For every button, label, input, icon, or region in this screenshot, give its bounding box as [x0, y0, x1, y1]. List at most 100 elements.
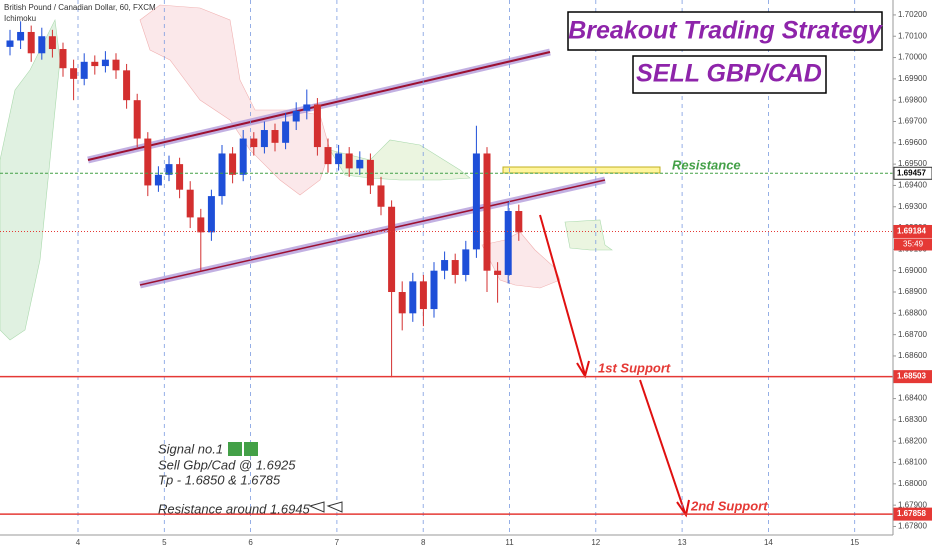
note: Signal no.1 — [158, 441, 223, 456]
candle-body — [409, 281, 417, 314]
x-tick-label: 12 — [591, 538, 600, 547]
candle-body — [101, 59, 109, 67]
price-label-box — [893, 224, 932, 238]
price-label-box — [893, 166, 932, 180]
symbol-title: British Pound / Canadian Dollar, 60, FXC… — [4, 3, 156, 12]
x-tick-label: 15 — [850, 538, 859, 547]
icons — [228, 442, 343, 513]
candle-body — [303, 104, 311, 111]
candle-body — [133, 100, 141, 139]
candle-body — [165, 164, 173, 175]
y-tick-label: 1.68300 — [898, 415, 927, 424]
candle-body — [218, 153, 226, 197]
candle-body — [229, 153, 237, 175]
candle-body — [123, 70, 131, 101]
candle-body — [80, 61, 88, 79]
candle-body — [494, 270, 502, 275]
level-name: 2nd Support — [690, 498, 768, 513]
candle-body — [335, 153, 343, 165]
title-box — [567, 11, 883, 51]
y-tick-label: 1.70000 — [898, 53, 927, 62]
y-tick-label: 1.68200 — [898, 436, 927, 445]
candle-body — [239, 138, 247, 175]
candle-body — [6, 40, 14, 47]
candle-body — [17, 31, 25, 41]
note: Tp - 1.6850 & 1.6785 — [158, 472, 281, 487]
subtitle: SELL GBP/CAD — [636, 60, 822, 88]
countdown: 35:49 — [903, 240, 924, 249]
x-tick-label: 7 — [335, 538, 340, 547]
price-label-box — [893, 370, 932, 384]
x-tick-label: 8 — [421, 538, 426, 547]
candle-body — [38, 36, 46, 54]
candle-body — [59, 49, 67, 69]
candle-body — [154, 174, 162, 186]
candle-body — [504, 211, 512, 275]
y-tick-label: 1.69400 — [898, 181, 927, 190]
y-tick-label: 1.68100 — [898, 458, 927, 467]
price-label: 1.67858 — [897, 509, 926, 518]
price-label: 1.69184 — [897, 227, 926, 236]
price-axis — [893, 0, 932, 550]
title: Breakout Trading Strategy — [568, 17, 883, 45]
candle-body — [515, 211, 523, 233]
y-tick-label: 1.70100 — [898, 31, 927, 40]
candle-body — [419, 281, 427, 310]
candle-body — [112, 59, 120, 71]
indicator-name: Ichimoku — [4, 14, 36, 23]
candle-body — [260, 130, 268, 148]
candle-body — [27, 31, 35, 54]
countdown-box — [894, 238, 932, 251]
candle-body — [282, 121, 290, 143]
candle-body — [366, 159, 374, 186]
subtitle-box — [632, 55, 827, 94]
candle-body — [345, 153, 353, 169]
y-tick-label: 1.69600 — [898, 138, 927, 147]
candle-body — [483, 153, 491, 271]
ichimoku-cloud — [0, 4, 613, 341]
arrows — [539, 214, 690, 518]
candle-body — [398, 292, 406, 314]
y-tick-label: 1.69900 — [898, 74, 927, 83]
y-tick-label: 1.69700 — [898, 117, 927, 126]
candle-body — [271, 130, 279, 143]
candle-body — [292, 110, 300, 122]
candle-body — [48, 36, 56, 50]
candle-body — [91, 61, 99, 67]
price-label: 1.69457 — [897, 168, 926, 177]
note: Sell Gbp/Cad @ 1.6925 — [158, 457, 296, 472]
y-tick-label: 1.67900 — [898, 500, 927, 509]
x-tick-label: 13 — [678, 538, 687, 547]
y-tick-label: 1.68900 — [898, 287, 927, 296]
x-tick-label: 14 — [764, 538, 773, 547]
resistance-zone — [502, 166, 661, 174]
y-tick-label: 1.68400 — [898, 394, 927, 403]
y-tick-label: 1.67800 — [898, 522, 927, 531]
y-tick-label: 1.68800 — [898, 308, 927, 317]
y-tick-label: 1.69500 — [898, 159, 927, 168]
y-tick-label: 1.68000 — [898, 479, 927, 488]
candle-body — [462, 249, 470, 275]
level-name: Resistance — [672, 157, 741, 172]
candle-body — [186, 189, 194, 218]
candle-body — [313, 104, 321, 148]
y-tick-label: 1.69000 — [898, 266, 927, 275]
price-label: 1.68503 — [897, 372, 926, 381]
candle-body — [176, 164, 184, 190]
price-label-box — [893, 507, 932, 521]
x-tick-label: 11 — [505, 538, 514, 547]
level-name: 1st Support — [598, 360, 671, 375]
y-tick-label: 1.69800 — [898, 95, 927, 104]
x-tick-label: 5 — [162, 538, 167, 547]
candle-body — [472, 153, 480, 250]
candle-body — [388, 206, 396, 293]
candle-body — [197, 217, 205, 233]
candle-body — [324, 147, 332, 165]
y-tick-label: 1.68700 — [898, 330, 927, 339]
candle-body — [377, 185, 385, 207]
y-tick-label: 1.70200 — [898, 10, 927, 19]
y-tick-label: 1.69300 — [898, 202, 927, 211]
candle-body — [441, 260, 449, 271]
candle-body — [70, 68, 78, 79]
